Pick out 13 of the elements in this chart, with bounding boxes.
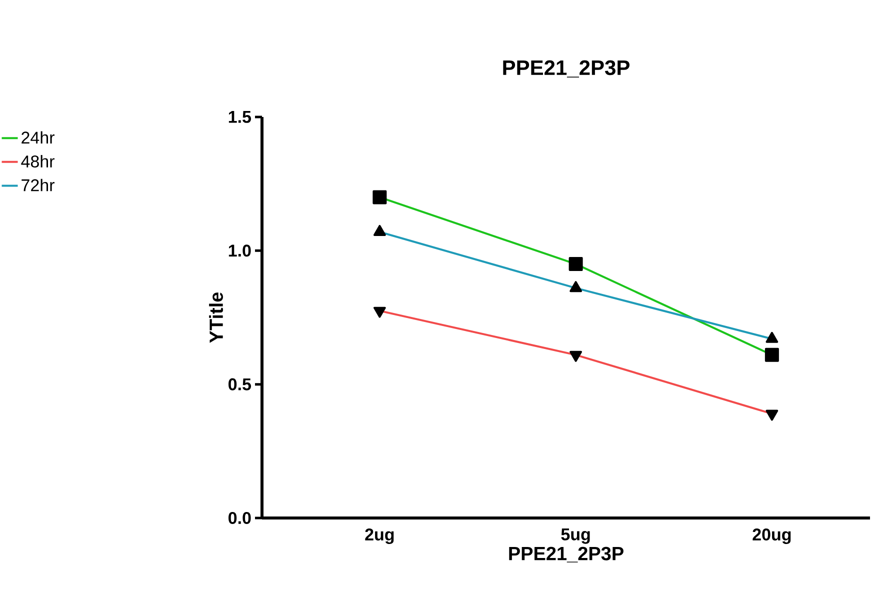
x-axis-title: PPE21_2P3P — [509, 546, 624, 562]
x-tick-label: 5ug — [561, 528, 590, 544]
x-tick-label: 2ug — [365, 528, 394, 544]
chart-title: PPE21_2P3P — [503, 60, 630, 78]
y-tick-label: 1.5 — [228, 111, 252, 123]
legend-label: 24hr — [22, 131, 54, 144]
x-tick-label: 20ug — [752, 528, 791, 544]
legend-label: 72hr — [22, 178, 54, 192]
legend-label: 48hr — [21, 155, 54, 168]
y-axis-title: YTitle — [209, 292, 224, 343]
y-tick-label: 0.5 — [228, 378, 252, 390]
y-tick-label: 1.0 — [228, 244, 251, 257]
y-tick-label: 0.0 — [228, 512, 251, 524]
